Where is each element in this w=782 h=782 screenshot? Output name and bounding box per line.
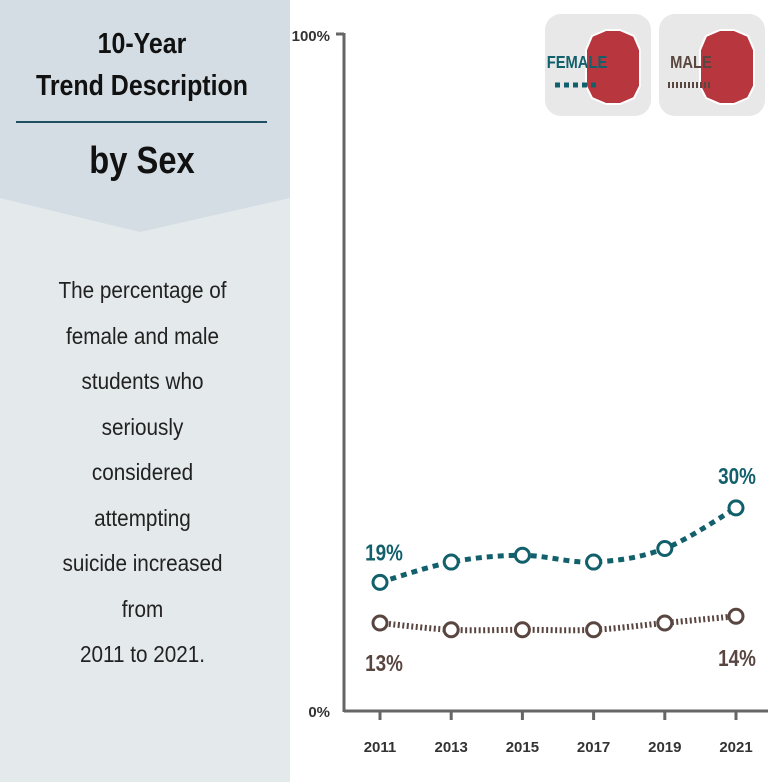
female-label-end: 30% — [718, 464, 756, 489]
description-line: considered attempting — [91, 459, 194, 531]
series-layer: 19% 30% 13% 14% — [365, 464, 756, 676]
x-tick-label: 2017 — [577, 739, 610, 756]
female-point-2011 — [371, 573, 389, 591]
stop-sign-icon — [699, 29, 755, 105]
description-line: students who seriously — [81, 368, 204, 440]
subtitle: by Sex — [89, 140, 195, 182]
description-line: female and male — [65, 322, 220, 349]
sidebar: 10-Year Trend Description by Sex The per… — [0, 0, 290, 782]
title-divider — [16, 121, 267, 123]
male-label-end: 14% — [718, 647, 756, 672]
x-tick-label: 2011 — [364, 739, 397, 756]
header-background — [0, 0, 290, 232]
x-ticks: 2011 2013 2015 2017 2019 2021 — [364, 711, 753, 756]
description: The percentage of female and male studen… — [41, 268, 244, 678]
female-series-line — [379, 505, 738, 585]
legend-male-label: MALE — [670, 53, 712, 73]
legend-male: MALE — [659, 14, 765, 116]
x-tick-label: 2019 — [648, 739, 681, 756]
legend-female: FEMALE — [545, 14, 651, 116]
female-point-2021 — [727, 499, 745, 517]
description-line: 2011 to 2021. — [79, 641, 206, 667]
stop-sign-icon — [585, 29, 641, 105]
male-point-2021 — [727, 607, 745, 625]
title-line-1: 10-Year — [97, 28, 187, 60]
x-tick-label: 2013 — [435, 739, 468, 756]
female-point-2015 — [513, 546, 531, 564]
y-tick-label-min: 0% — [308, 704, 330, 721]
trend-chart: 100% 0% 2011 2013 2015 2017 2019 2021 19%30%1… — [292, 14, 768, 756]
description-line: suicide increased from — [62, 550, 223, 622]
legend-female-label: FEMALE — [547, 53, 608, 73]
male-series-line — [379, 613, 737, 634]
male-point-2015 — [513, 621, 531, 639]
x-tick-label: 2021 — [719, 739, 752, 756]
male-point-2019 — [656, 614, 674, 632]
male-point-2013 — [442, 621, 460, 639]
male-point-2011 — [371, 614, 389, 632]
female-label-start: 19% — [365, 541, 403, 566]
y-tick-label-max: 100% — [292, 28, 330, 45]
title-line-2: Trend Description — [35, 70, 249, 102]
description-line: The percentage of — [58, 277, 227, 303]
female-point-2013 — [442, 553, 460, 571]
male-label-start: 13% — [365, 651, 403, 676]
male-point-2017 — [585, 621, 603, 639]
x-tick-label: 2015 — [506, 739, 539, 756]
female-point-2019 — [656, 540, 674, 558]
female-point-2017 — [585, 553, 603, 571]
sidebar-header: 10-Year Trend Description by Sex — [0, 0, 290, 232]
